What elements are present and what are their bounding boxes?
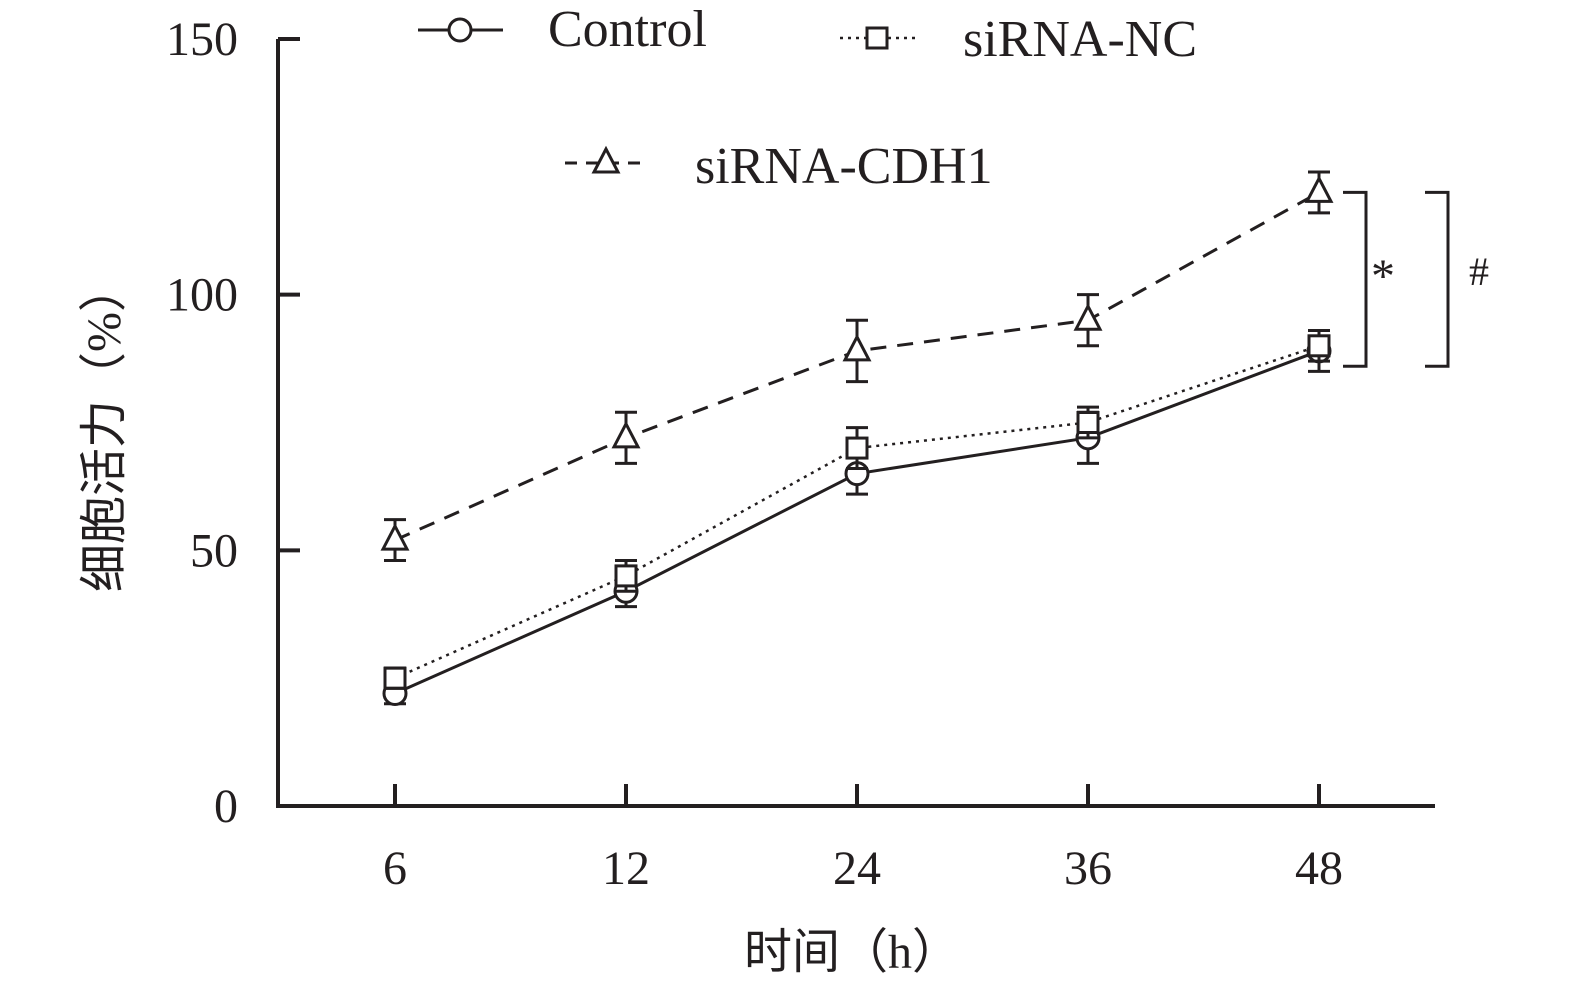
legend-marker [447,17,473,43]
series-line [394,344,1320,680]
y-tick-label: 0 [214,780,238,833]
data-point [1304,175,1334,203]
legend: Control siRNA-NC siRNA-CDH1 [418,1,1197,195]
x-tick-label: 48 [1295,842,1343,895]
x-tick-label: 6 [383,842,407,895]
series-layer [380,170,1334,707]
significance-symbol: * [1371,250,1395,303]
x-tick-label: 12 [602,842,650,895]
series-control [382,328,1332,707]
legend-item: siRNA-CDH1 [565,138,993,195]
y-axis-label: 细胞活力（%） [78,264,131,592]
data-point [383,666,407,690]
legend-marker [591,145,621,174]
series-sirna-cdh1 [380,170,1334,563]
data-point [842,333,872,362]
series-sirna-nc [383,328,1331,690]
data-point [1076,411,1100,434]
data-point [1307,334,1331,358]
data-point [611,420,641,449]
x-tick-label: 24 [833,842,881,895]
significance-annotations: * # [1343,190,1489,368]
legend-item: Control [418,1,707,58]
axes: 0 50 100 150 6 12 24 36 48 [166,13,1435,895]
data-point [614,564,638,588]
legend-marker [865,26,889,50]
y-tick-label: 50 [190,524,238,577]
legend-label: siRNA-CDH1 [695,138,993,195]
x-tick-label: 36 [1064,842,1112,895]
x-axis-label: 时间（h） [744,926,960,979]
significance-bracket [1343,190,1368,368]
legend-label: Control [548,1,707,58]
data-point [845,436,869,460]
series-line [394,349,1320,695]
data-point [380,522,410,551]
legend-label: siRNA-NC [963,11,1197,68]
significance-symbol: # [1469,249,1489,294]
y-tick-label: 150 [166,13,238,66]
y-tick-label: 100 [166,269,238,322]
significance-bracket [1425,190,1450,368]
data-point [1073,302,1103,331]
legend-item: siRNA-NC [840,11,1197,68]
